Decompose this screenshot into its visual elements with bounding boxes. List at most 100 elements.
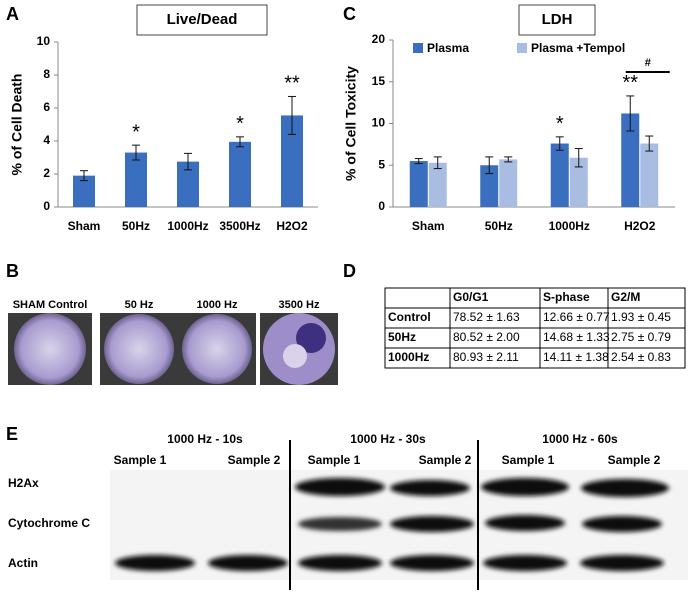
y-tick-label: 2 — [43, 166, 50, 180]
y-tick-label: 0 — [43, 199, 50, 213]
table-cell: 78.52 ± 1.63 — [453, 310, 520, 324]
sample-label: Sample 2 — [228, 453, 281, 467]
y-tick-label: 10 — [37, 34, 51, 48]
image-label: 50 Hz — [125, 299, 154, 311]
significance-mark: * — [236, 113, 244, 135]
row-label: Cytochrome C — [8, 516, 90, 530]
y-tick-label: 8 — [43, 67, 50, 81]
error-bar — [414, 158, 423, 165]
y-tick-label: 0 — [378, 199, 385, 213]
x-tick-label: 50Hz — [485, 219, 513, 233]
legend-label: Plasma +Tempol — [531, 41, 625, 55]
group-label: 1000 Hz - 30s — [350, 432, 426, 446]
panel-label: E — [6, 424, 18, 444]
error-bar — [288, 95, 296, 135]
x-tick-label: H2O2 — [276, 219, 308, 233]
bar — [621, 113, 640, 207]
bar — [499, 159, 518, 207]
table-cell: 12.66 ± 0.77 — [543, 310, 610, 324]
row-label: Actin — [8, 556, 38, 570]
significance-mark: ** — [622, 72, 638, 94]
significance-mark: * — [556, 113, 564, 135]
table-header: G0/G1 — [453, 290, 489, 304]
chart-title: LDH — [542, 11, 573, 28]
legend-label: Plasma — [427, 41, 469, 55]
error-bar — [574, 148, 583, 168]
x-tick-label: 1000Hz — [549, 219, 590, 233]
table-cell: 80.52 ± 2.00 — [453, 330, 520, 344]
table-cell: 1.93 ± 0.45 — [611, 310, 671, 324]
table: G0/G1 S-phase G2/M Control 78.52 ± 1.63 12.66… — [384, 287, 686, 369]
table-cell: 1000Hz — [388, 350, 429, 364]
error-bar — [645, 135, 654, 152]
table-cell: Control — [388, 310, 431, 324]
x-tick-label: H2O2 — [624, 219, 656, 233]
group-label: 1000 Hz - 60s — [542, 432, 618, 446]
error-bar — [132, 144, 140, 161]
panel-label: C — [343, 4, 356, 24]
significance-mark: ** — [284, 73, 300, 95]
y-tick-label: 5 — [378, 157, 385, 171]
legend-swatch — [413, 43, 423, 53]
legend-swatch — [517, 43, 527, 53]
bar — [480, 165, 499, 207]
sample-label: Sample 1 — [114, 453, 167, 467]
error-bar — [433, 156, 442, 170]
table-cell: 2.75 ± 0.79 — [611, 330, 671, 344]
x-tick-label: Sham — [412, 219, 445, 233]
bar — [281, 115, 303, 207]
table-cell: 14.11 ± 1.38 — [543, 350, 609, 364]
y-axis-label: % of Cell Death — [9, 74, 25, 176]
row-label: H2Ax — [8, 476, 39, 490]
table-cell: 80.93 ± 2.11 — [453, 350, 519, 364]
error-bar — [184, 152, 192, 171]
image-label: SHAM Control — [13, 299, 88, 311]
table-cell: 14.68 ± 1.33 — [543, 330, 610, 344]
sample-label: Sample 1 — [308, 453, 361, 467]
x-tick-label: 3500Hz — [219, 219, 260, 233]
error-bar — [626, 95, 635, 132]
annotation: # — [645, 57, 651, 69]
y-tick-label: 20 — [372, 32, 386, 46]
group-label: 1000 Hz - 10s — [167, 432, 243, 446]
title-box — [518, 4, 596, 36]
error-bar — [485, 156, 494, 175]
significance-mark: * — [132, 121, 140, 143]
image-label: 3500 Hz — [279, 299, 320, 311]
panel-label: A — [6, 4, 19, 24]
bar — [569, 157, 588, 207]
bar — [73, 175, 95, 207]
image-label: 1000 Hz — [197, 299, 238, 311]
blot-image — [110, 440, 688, 590]
bar — [409, 161, 428, 207]
chart-title: Live/Dead — [167, 11, 238, 28]
bar — [428, 162, 447, 207]
bar — [177, 161, 199, 207]
bar — [640, 143, 659, 207]
bar — [229, 141, 251, 207]
x-tick-label: 50Hz — [122, 219, 150, 233]
title-box — [136, 4, 268, 36]
sample-label: Sample 2 — [419, 453, 472, 467]
error-bar — [555, 136, 564, 151]
panel-label: B — [6, 261, 19, 281]
error-bar — [236, 136, 244, 148]
error-bar — [80, 170, 88, 182]
error-bar — [504, 156, 513, 163]
x-tick-label: Sham — [68, 219, 101, 233]
y-tick-label: 10 — [372, 116, 386, 130]
panel-label: D — [343, 261, 356, 281]
table-cell: 2.54 ± 0.83 — [611, 350, 671, 364]
table-header: G2/M — [611, 290, 640, 304]
x-tick-label: 1000Hz — [167, 219, 208, 233]
sample-label: Sample 1 — [502, 453, 555, 467]
y-axis-label: % of Cell Toxicity — [343, 66, 359, 181]
y-tick-label: 15 — [372, 74, 386, 88]
dish-images — [8, 313, 338, 385]
y-tick-label: 4 — [43, 133, 50, 147]
sample-label: Sample 2 — [608, 453, 661, 467]
y-tick-label: 6 — [43, 100, 50, 114]
table-header: S-phase — [543, 290, 590, 304]
bar — [550, 143, 569, 207]
